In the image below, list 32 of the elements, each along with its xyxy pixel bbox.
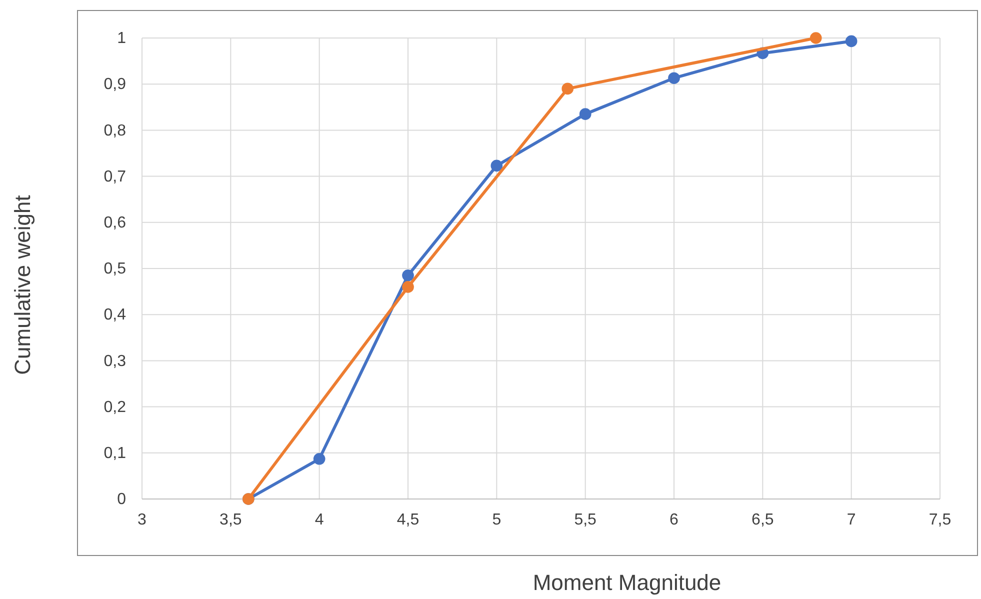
y-tick-label: 0,9 — [104, 76, 126, 94]
y-tick-label: 0,2 — [104, 398, 126, 416]
point — [313, 452, 326, 465]
point — [402, 270, 414, 282]
point — [490, 160, 503, 172]
x-tick-label: 6 — [670, 511, 679, 528]
x-tick-label: 6,5 — [752, 511, 774, 528]
point — [810, 32, 822, 44]
point — [579, 108, 592, 120]
y-tick-label: 1 — [117, 30, 126, 48]
y-tick-label: 0,5 — [104, 260, 126, 278]
point — [402, 281, 414, 293]
x-tick-label: 7,5 — [928, 511, 952, 528]
x-tick-label: 3 — [138, 511, 147, 528]
y-tick-label: 0,7 — [104, 168, 126, 186]
point — [562, 82, 574, 95]
y-tick-label: 0 — [117, 491, 126, 508]
y-axis-title: Cumulative weight — [10, 195, 35, 375]
y-tick-label: 0,4 — [104, 306, 126, 324]
x-tick-label: 3,5 — [220, 511, 242, 528]
y-tick-label: 0,3 — [104, 352, 126, 370]
x-axis-title: Moment Magnitude — [532, 570, 722, 595]
x-tick-label: 5 — [492, 511, 502, 528]
point — [845, 35, 858, 48]
x-tick-label: 4,5 — [396, 511, 420, 528]
point — [668, 72, 680, 84]
x-tick-label: 7 — [846, 511, 856, 528]
x-tick-label: 5,5 — [574, 511, 597, 528]
x-tick-label: 4 — [314, 511, 324, 528]
y-tick-label: 0,8 — [104, 122, 126, 140]
y-tick-label: 0,6 — [104, 214, 126, 232]
y-tick-label: 0,1 — [104, 445, 126, 462]
